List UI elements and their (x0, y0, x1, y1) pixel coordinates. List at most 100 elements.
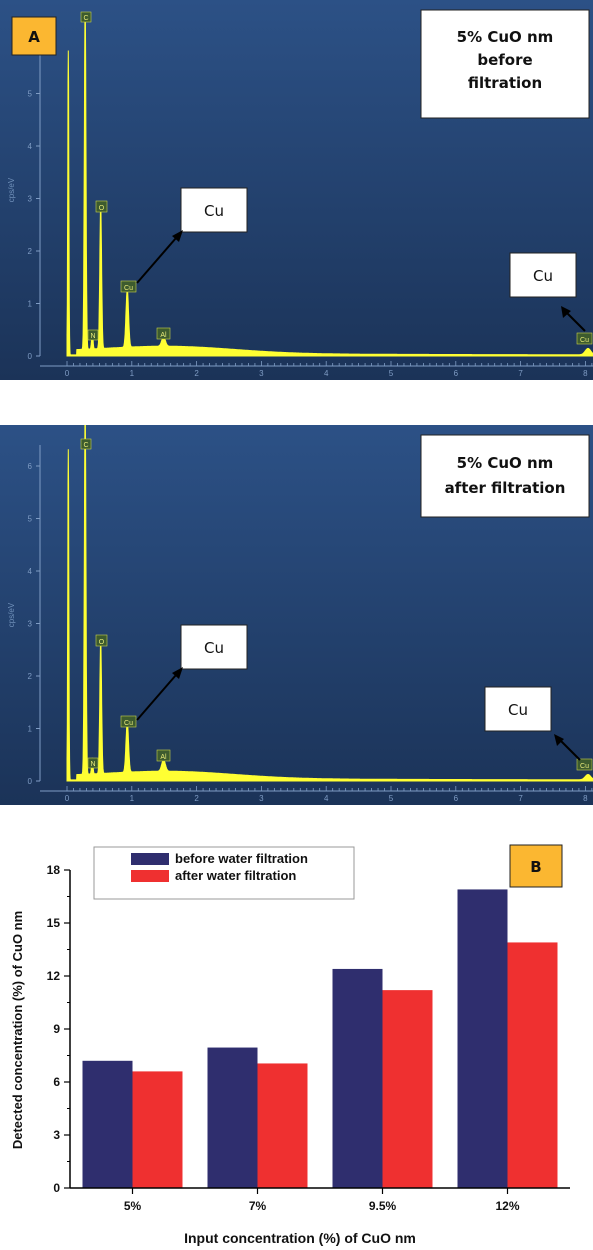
svg-text:Al: Al (160, 754, 167, 761)
svg-text:after filtration: after filtration (445, 479, 566, 497)
svg-text:Cu: Cu (124, 285, 133, 292)
bar-after (132, 1071, 183, 1188)
arrow-cu-left (136, 230, 183, 284)
y-tick-label: 18 (47, 863, 61, 877)
callout-cu-right: Cu (484, 686, 552, 732)
bar-before (332, 968, 383, 1188)
callout-cu-right: Cu (509, 252, 577, 298)
y-axis-label: cps/eV (7, 177, 16, 202)
x-tick-label: 2 (194, 794, 199, 803)
sample-title-box: 5% CuO nm after filtration (420, 434, 590, 518)
y-ticks: 0 1 2 3 4 5 (28, 20, 41, 361)
y-tick-label: 15 (47, 916, 61, 930)
spectrum-trace (66, 14, 593, 357)
bar-before (82, 1060, 133, 1188)
x-tick-label: 5 (389, 794, 394, 803)
y-tick-label: 12 (47, 969, 61, 983)
callout-cu-left: Cu (180, 624, 248, 670)
legend-label-after: after water filtration (175, 868, 296, 883)
x-tick-label: 3 (259, 369, 264, 378)
svg-text:N: N (90, 761, 95, 768)
y-axis-label: cps/eV (7, 602, 16, 627)
x-tick-label: 3 (259, 794, 264, 803)
svg-text:Cu: Cu (580, 763, 589, 770)
svg-text:Cu: Cu (204, 202, 224, 220)
x-tick-label: 5% (124, 1199, 142, 1213)
y-tick-label: 3 (28, 620, 33, 629)
y-tick-label: 0 (28, 352, 33, 361)
svg-text:filtration: filtration (468, 74, 542, 92)
y-tick-label: 5 (28, 515, 33, 524)
y-axis-ticks: 0 3 6 9 12 15 18 (47, 863, 70, 1195)
x-ticks: 0 1 2 3 4 5 6 7 8 (40, 786, 593, 803)
peak-label-n: N (87, 329, 99, 341)
panel-label-b: B (509, 844, 563, 888)
svg-text:Cu: Cu (204, 639, 224, 657)
y-tick-label: 6 (53, 1075, 60, 1089)
x-tick-label: 6 (454, 794, 459, 803)
svg-text:C: C (83, 442, 88, 449)
arrow-cu-right (554, 734, 581, 761)
legend: before water filtration after water filt… (93, 846, 355, 900)
peak-label-al: Al (156, 327, 171, 340)
y-tick-label: 2 (28, 247, 33, 256)
x-tick-label: 1 (130, 794, 135, 803)
svg-text:O: O (99, 205, 105, 212)
sample-title-box: 5% CuO nm before filtration (420, 9, 590, 119)
x-tick-label: 8 (583, 794, 588, 803)
peak-label-o: O (95, 634, 108, 647)
arrow-cu-left (136, 667, 183, 721)
x-tick-label: 8 (583, 369, 588, 378)
peak-label-n: N (87, 757, 99, 769)
y-tick-label: 5 (28, 90, 33, 99)
x-tick-label: 9.5% (369, 1199, 397, 1213)
y-tick-label: 3 (53, 1128, 60, 1142)
svg-text:B: B (530, 858, 541, 876)
y-tick-label: 4 (28, 142, 33, 151)
bar-after (382, 990, 433, 1188)
y-tick-label: 1 (28, 300, 33, 309)
panel-label-a: A (11, 16, 57, 56)
x-ticks: 0 1 2 3 4 5 6 7 8 (40, 361, 593, 378)
callout-cu-left: Cu (180, 187, 248, 233)
y-tick-label: 0 (53, 1181, 60, 1195)
svg-text:Cu: Cu (124, 720, 133, 727)
legend-label-before: before water filtration (175, 851, 308, 866)
bar-before (457, 889, 508, 1188)
x-tick-label: 0 (65, 794, 70, 803)
x-axis-ticks: 5% 7% 9.5% 12% (124, 1188, 520, 1213)
peak-label-al: Al (156, 749, 171, 762)
peak-label-cu-2: Cu (576, 758, 593, 771)
svg-text:A: A (28, 28, 40, 46)
x-tick-label: 7 (518, 794, 523, 803)
peak-label-cu-1: Cu (120, 280, 137, 293)
svg-text:5% CuO nm: 5% CuO nm (457, 454, 554, 472)
x-tick-label: 7 (518, 369, 523, 378)
arrow-cu-right (561, 306, 586, 332)
legend-swatch-before (131, 853, 169, 865)
svg-text:C: C (83, 15, 88, 22)
y-ticks: 0 1 2 3 4 5 6 (28, 445, 41, 786)
x-tick-label: 4 (324, 369, 329, 378)
peak-label-cu-1: Cu (120, 715, 137, 728)
svg-text:Cu: Cu (508, 701, 528, 719)
svg-text:Cu: Cu (533, 267, 553, 285)
peak-label-c: C (80, 11, 92, 23)
x-tick-label: 0 (65, 369, 70, 378)
x-tick-label: 4 (324, 794, 329, 803)
y-tick-label: 6 (28, 462, 33, 471)
peak-label-c: C (80, 438, 92, 450)
y-tick-label: 1 (28, 725, 33, 734)
bar-before (207, 1047, 258, 1188)
eds-spectrum-before: cps/eV 0 1 2 3 4 5 0 1 2 3 4 5 6 7 8 C N O Cu Al Cu (0, 0, 593, 380)
y-tick-label: 3 (28, 195, 33, 204)
bars (82, 889, 558, 1188)
x-tick-label: 5 (389, 369, 394, 378)
svg-text:5% CuO nm: 5% CuO nm (457, 28, 554, 46)
x-tick-label: 2 (194, 369, 199, 378)
bar-after (507, 942, 558, 1188)
spectrum-trace (66, 425, 593, 782)
y-tick-label: 0 (28, 777, 33, 786)
svg-text:O: O (99, 639, 105, 646)
y-tick-label: 9 (53, 1022, 60, 1036)
